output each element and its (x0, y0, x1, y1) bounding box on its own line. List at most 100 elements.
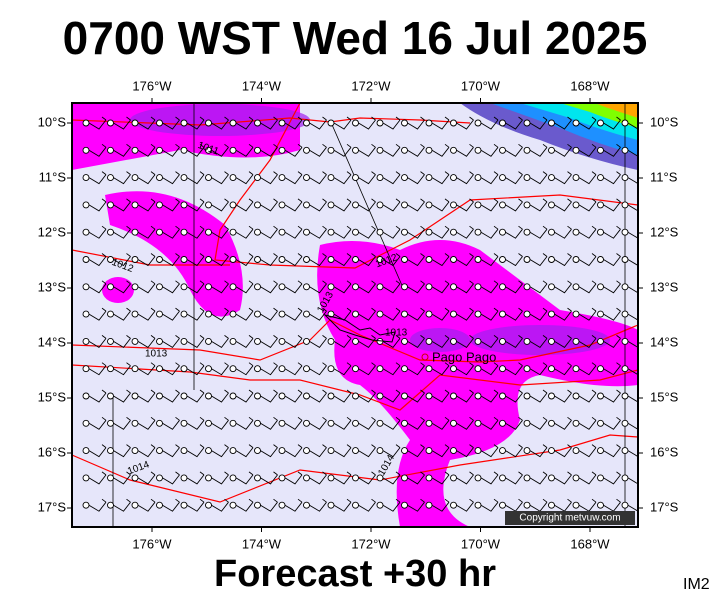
station (376, 310, 384, 318)
lon-label: 172°W (351, 536, 391, 551)
station (597, 474, 604, 482)
barb (382, 471, 401, 485)
station (131, 174, 139, 182)
station (180, 146, 188, 154)
barb (186, 389, 205, 403)
station (352, 337, 359, 345)
barb (260, 171, 278, 185)
barb (333, 198, 352, 212)
station (572, 447, 580, 455)
barb (431, 307, 450, 321)
station (278, 256, 286, 263)
barb (235, 198, 254, 212)
lon-label: 170°W (461, 78, 501, 93)
station (597, 119, 604, 127)
barb (505, 171, 523, 185)
station (621, 447, 629, 455)
barb (456, 143, 474, 157)
station (131, 256, 139, 263)
barb (578, 225, 597, 239)
barb (284, 143, 303, 157)
barb (88, 171, 107, 185)
barb (235, 498, 254, 512)
station (597, 146, 604, 154)
barb (603, 362, 621, 376)
barb (603, 116, 621, 130)
station (156, 337, 163, 345)
station (278, 447, 286, 455)
station (499, 419, 506, 427)
station (376, 201, 384, 209)
station (278, 337, 286, 345)
barb (505, 280, 523, 294)
station (376, 174, 384, 182)
barb (260, 253, 278, 267)
barb (480, 198, 499, 212)
barb (627, 177, 638, 185)
station (499, 174, 506, 182)
barb (333, 280, 352, 294)
station (450, 392, 457, 400)
island (323, 314, 396, 343)
station (229, 419, 237, 427)
barb (358, 444, 376, 458)
barb (309, 498, 327, 512)
barb (358, 498, 376, 512)
station (352, 256, 359, 263)
station (180, 447, 188, 455)
station (180, 310, 188, 318)
barb (431, 280, 450, 294)
barb (603, 225, 621, 239)
barb (137, 143, 156, 157)
barb (358, 225, 376, 239)
barb (529, 307, 548, 321)
barb (162, 143, 180, 157)
station (327, 146, 335, 154)
barb (480, 471, 499, 485)
barb (578, 444, 597, 458)
barb (211, 225, 229, 239)
station (376, 447, 384, 455)
barb (309, 171, 327, 185)
station (254, 201, 261, 209)
barb (529, 143, 548, 157)
station (327, 365, 335, 373)
station (229, 146, 237, 154)
station (156, 474, 163, 482)
barb (260, 444, 278, 458)
barb (456, 416, 474, 430)
station (450, 201, 457, 209)
station (474, 447, 482, 455)
barb (603, 253, 621, 267)
copyright-box (505, 511, 635, 525)
barb (431, 416, 450, 430)
barb (309, 471, 327, 485)
station (523, 447, 531, 455)
barb (554, 362, 572, 376)
lat-label: 15°S (650, 389, 679, 404)
barb (382, 225, 401, 239)
station (376, 392, 384, 400)
station (425, 419, 433, 427)
barb (627, 313, 638, 321)
station (425, 337, 433, 345)
station (425, 365, 433, 373)
barb (382, 498, 401, 512)
station (376, 419, 384, 427)
station (548, 228, 555, 236)
station (352, 501, 359, 509)
axis-labels: 176°W 176°W 174°W 174°W 172°W 172°W 170°W 170°W… (38, 78, 679, 551)
station (548, 392, 555, 400)
barb (88, 307, 107, 321)
station (352, 146, 359, 154)
station (425, 474, 433, 482)
barb (260, 143, 278, 157)
barb (382, 198, 401, 212)
station (229, 283, 237, 291)
barb (88, 416, 107, 430)
station (131, 201, 139, 209)
barb (333, 498, 352, 512)
station (229, 310, 237, 318)
barb (407, 198, 425, 212)
barb (235, 335, 254, 348)
